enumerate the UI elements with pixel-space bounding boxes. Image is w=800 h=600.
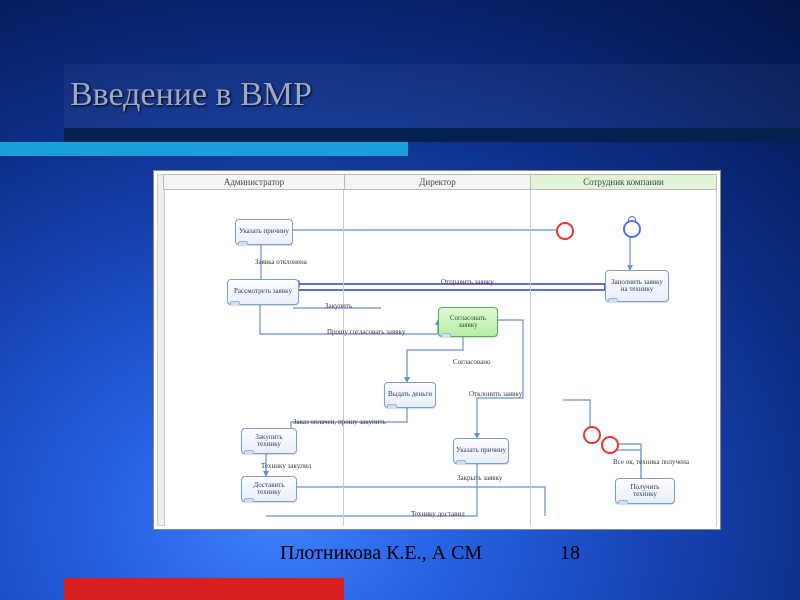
edge-label: Прошу согласовать заявку [327,328,405,336]
bpm-diagram: АдминистраторДиректорСотрудник компании … [153,170,721,530]
edge-label: Отправить заявку [441,278,494,286]
author-label: Плотникова К.Е., А СМ [280,542,482,565]
start-event-icon [623,220,641,238]
slide-title: Введение в BMP [70,76,312,114]
edge-label: Технику закупил [261,462,311,470]
end-event-icon [601,436,619,454]
swimlane-headers: АдминистраторДиректорСотрудник компании [163,174,717,190]
flow-node: Заполнить заявку на технику [605,270,669,302]
lane-header: Сотрудник компании [531,174,717,190]
lane-body [344,190,530,526]
flow-node: Рассмотреть заявку [227,279,299,305]
flow-node: Получить технику [615,478,675,504]
edge-label: Отклонить заявку [469,390,522,398]
lane-header: Администратор [163,174,345,190]
flow-node: Доставить технику [241,476,297,502]
end-event-icon [583,426,601,444]
underline-cyan [0,142,408,156]
flow-node: Согласовать заявку [438,307,498,337]
red-strip [64,578,344,600]
edge-label: Заказ оплачен, прошу закупить [293,418,386,426]
edge-label: Согласовано [453,358,490,366]
swimlane-body: Указать причину Рассмотреть заявку Согласо… [163,190,717,526]
edge-label: Технику доставил [411,510,465,518]
flow-node: Выдать деньги [384,382,436,408]
flow-node: Закупить технику [241,428,297,454]
lane-header: Директор [345,174,531,190]
underline-dark [64,128,800,142]
lane-body [531,190,717,526]
edge-label: Закупить [325,302,352,310]
flow-node: Указать причину [453,438,509,464]
edge-label: Заявка отклонена [255,258,307,266]
page-number: 18 [560,542,580,565]
edge-label: Все ок, техника получена [613,458,689,466]
end-event-icon [556,222,574,240]
flow-node: Указать причину [235,219,293,245]
edge-label: Закрыть заявку [457,474,502,482]
